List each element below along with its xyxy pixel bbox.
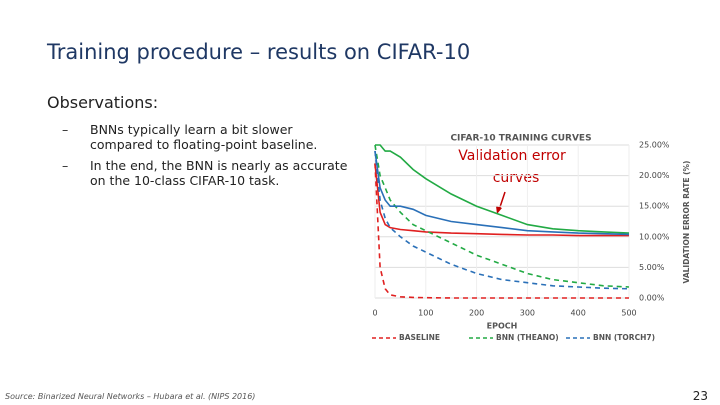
legend-label: BNN (THEANO) — [496, 333, 559, 342]
y-tick-label: 15.00% — [639, 202, 670, 211]
x-tick-label: 500 — [621, 309, 636, 318]
x-tick-label: 200 — [469, 309, 484, 318]
x-tick-label: 100 — [418, 309, 433, 318]
chart-title: CIFAR-10 TRAINING CURVES — [450, 134, 591, 144]
y-tick-label: 0.00% — [639, 294, 665, 303]
slide-title: Training procedure – results on CIFAR-10 — [47, 40, 471, 64]
y-tick-label: 25.00% — [639, 141, 670, 150]
validation-line — [375, 144, 630, 234]
arrow-head — [496, 206, 502, 214]
x-tick-label: 400 — [571, 309, 586, 318]
validation-line — [374, 150, 630, 236]
bullet-text: In the end, the BNN is nearly as accurat… — [90, 158, 348, 188]
page-number: 23 — [692, 389, 708, 403]
annotation: curves — [493, 170, 540, 186]
legend-label: BNN (TORCH7) — [593, 333, 655, 342]
y-tick-label: 5.00% — [639, 263, 665, 272]
training-line — [374, 144, 630, 288]
x-tick-label: 0 — [372, 309, 377, 318]
annotation: Validation error — [458, 148, 566, 164]
x-axis-label: EPOCH — [487, 322, 518, 331]
source-note: Source: Binarized Neural Networks – Huba… — [5, 392, 256, 401]
annotation-arrow — [498, 191, 506, 211]
validation-line — [374, 163, 629, 237]
bullet-text: BNNs typically learn a bit slower compar… — [90, 122, 318, 152]
training-line — [374, 163, 629, 299]
x-tick-label: 300 — [520, 309, 535, 318]
bullet: – BNNs typically learn a bit slower compa… — [62, 122, 352, 152]
y-axis-label: VALIDATION ERROR RATE (%) — [682, 161, 691, 284]
training-line — [374, 151, 630, 290]
legend-label: BASELINE — [399, 333, 440, 342]
observations-heading: Observations: — [47, 93, 159, 112]
bullet: – In the end, the BNN is nearly as accura… — [62, 158, 352, 188]
y-tick-label: 20.00% — [639, 171, 670, 180]
y-tick-label: 10.00% — [639, 232, 670, 241]
